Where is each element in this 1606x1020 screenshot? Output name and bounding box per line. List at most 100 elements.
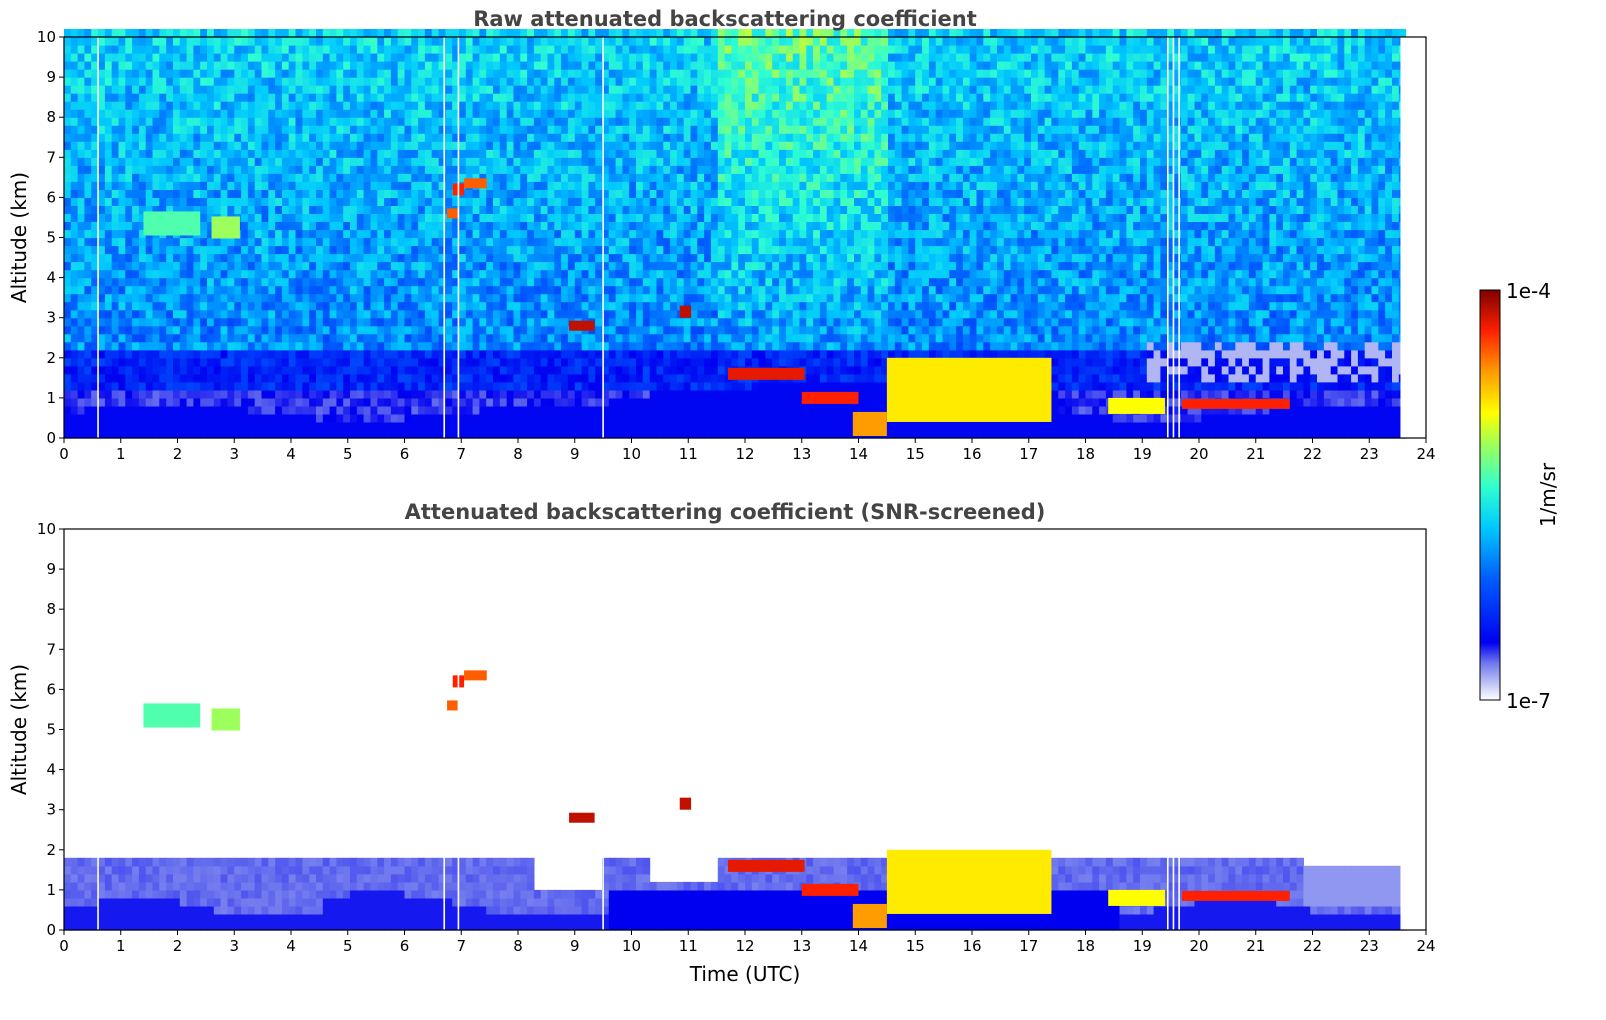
heatmap-cell — [499, 29, 508, 38]
heatmap-cell — [608, 253, 617, 263]
heatmap-cell — [520, 317, 528, 327]
heatmap-cell — [438, 109, 446, 118]
heatmap-cell — [281, 77, 290, 86]
heatmap-cell — [608, 149, 617, 158]
heatmap-cell — [479, 430, 487, 439]
heatmap-cell — [227, 413, 235, 423]
heatmap-cell — [227, 365, 235, 375]
heatmap-cell — [567, 93, 576, 102]
heatmap-cell — [459, 357, 467, 367]
heatmap-cell — [676, 381, 685, 391]
heatmap-cell — [561, 77, 569, 86]
heatmap-cell — [697, 381, 705, 391]
heatmap-cell — [438, 69, 446, 78]
heatmap-cell — [70, 237, 79, 247]
heatmap-cell — [445, 413, 453, 423]
heatmap-cell — [608, 237, 617, 247]
heatmap-cell — [683, 269, 692, 279]
heatmap-cell — [472, 365, 480, 375]
heatmap-cell — [656, 173, 664, 182]
heatmap-cell — [595, 269, 603, 279]
heatmap-cell — [690, 349, 698, 359]
heatmap-cell — [288, 53, 297, 62]
heatmap-cell — [479, 157, 487, 166]
heatmap-cell — [152, 277, 160, 287]
heatmap-cell — [554, 237, 562, 247]
heatmap-cell — [404, 29, 412, 38]
heatmap-cell — [704, 317, 712, 327]
heatmap-cell — [465, 189, 474, 198]
heatmap-cell — [220, 333, 228, 343]
heatmap-cell — [322, 341, 331, 351]
heatmap-cell — [268, 173, 276, 182]
heatmap-cell — [588, 85, 596, 94]
heatmap-cell — [64, 45, 72, 54]
heatmap-cell — [125, 309, 133, 319]
heatmap-cell — [418, 173, 426, 182]
heatmap-cell — [676, 261, 685, 271]
heatmap-cell — [486, 85, 494, 94]
heatmap-cell — [540, 197, 549, 206]
heatmap-cell — [288, 45, 297, 54]
heatmap-cell — [70, 61, 79, 70]
heatmap-cell — [138, 189, 147, 198]
heatmap-cell — [275, 397, 283, 407]
heatmap-cell — [302, 301, 310, 311]
heatmap-cell — [356, 317, 365, 327]
heatmap-cell — [281, 237, 290, 247]
heatmap-cell — [540, 157, 549, 166]
heatmap-cell — [302, 205, 310, 214]
heatmap-cell — [104, 45, 113, 54]
heatmap-cell — [431, 181, 440, 190]
heatmap-cell — [125, 237, 133, 247]
heatmap-cell — [411, 405, 419, 415]
heatmap-cell — [377, 309, 385, 319]
heatmap-cell — [302, 357, 310, 367]
heatmap-cell — [179, 109, 188, 118]
heatmap-cell — [288, 277, 297, 287]
heatmap-cell — [84, 205, 92, 214]
heatmap-cell — [91, 205, 99, 214]
heatmap-cell — [710, 309, 719, 319]
heatmap-cell — [254, 365, 263, 375]
heatmap-cell — [424, 221, 433, 231]
heatmap-cell — [540, 317, 549, 327]
heatmap-cell — [234, 422, 242, 431]
heatmap-cell — [200, 133, 208, 142]
heatmap-cell — [302, 197, 310, 206]
heatmap-cell — [70, 229, 79, 239]
heatmap-cell — [207, 125, 215, 134]
heatmap-cell — [186, 301, 194, 311]
heatmap-cell — [213, 181, 222, 190]
heatmap-cell — [241, 93, 249, 102]
heatmap-cell — [200, 141, 208, 150]
heatmap-cell — [309, 261, 317, 271]
heatmap-cell — [588, 173, 596, 182]
heatmap-cell — [220, 29, 228, 38]
heatmap-cell — [683, 157, 692, 166]
heatmap-cell — [302, 157, 310, 166]
heatmap-cell — [254, 173, 263, 182]
heatmap-cell — [370, 53, 378, 62]
heatmap-cell — [125, 317, 133, 327]
heatmap-cell — [493, 397, 501, 407]
heatmap-cell — [445, 29, 453, 38]
heatmap-cell — [98, 189, 106, 198]
heatmap-cell — [159, 117, 167, 126]
heatmap-cell — [622, 101, 630, 110]
heatmap-cell — [656, 45, 664, 54]
heatmap-cell — [717, 397, 726, 407]
heatmap-cell — [704, 293, 712, 303]
heatmap-cell — [595, 253, 603, 263]
heatmap-cell — [486, 389, 494, 399]
heatmap-cell — [111, 333, 120, 343]
heatmap-cell — [241, 269, 249, 279]
heatmap-cell — [513, 381, 521, 391]
heatmap-cell — [370, 381, 378, 391]
heatmap-cell — [397, 389, 406, 399]
heatmap-cell — [663, 117, 671, 126]
heatmap-cell — [431, 133, 440, 142]
heatmap-cell — [486, 101, 494, 110]
heatmap-cell — [697, 269, 705, 279]
heatmap-cell — [200, 77, 208, 86]
